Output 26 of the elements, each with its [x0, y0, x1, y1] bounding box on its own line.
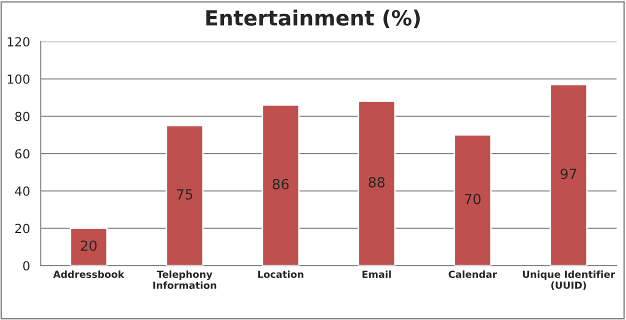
x-tick-label: Location — [258, 270, 304, 278]
y-tick-label: 40 — [14, 186, 30, 196]
data-label: 75 — [176, 189, 192, 200]
x-tick-label: Telephony Information — [153, 270, 216, 289]
data-label: 97 — [560, 168, 576, 180]
y-tick-label: 20 — [15, 224, 30, 234]
bar — [454, 134, 492, 266]
y-tick-label: 0 — [23, 261, 30, 271]
y-tick-label: 60 — [15, 149, 30, 159]
data-label: 88 — [368, 176, 385, 188]
data-label: 20 — [80, 240, 97, 251]
bar — [550, 84, 588, 266]
x-tick-label: Email — [362, 270, 391, 278]
y-tick-label: 100 — [8, 74, 30, 84]
chart-title: Entertainment (%) — [206, 10, 420, 28]
y-tick-label: 120 — [8, 37, 30, 47]
data-label: 70 — [464, 194, 481, 204]
x-tick-label: Unique Identifier (UUID) — [522, 270, 616, 290]
y-tick-label: 80 — [15, 112, 30, 122]
x-tick-label: Addressbook — [53, 270, 124, 278]
bar — [70, 228, 108, 266]
x-tick-label: Calendar — [448, 270, 498, 278]
bar — [262, 104, 300, 266]
data-label: 86 — [272, 178, 289, 190]
bar — [166, 124, 204, 266]
bar — [358, 100, 396, 266]
